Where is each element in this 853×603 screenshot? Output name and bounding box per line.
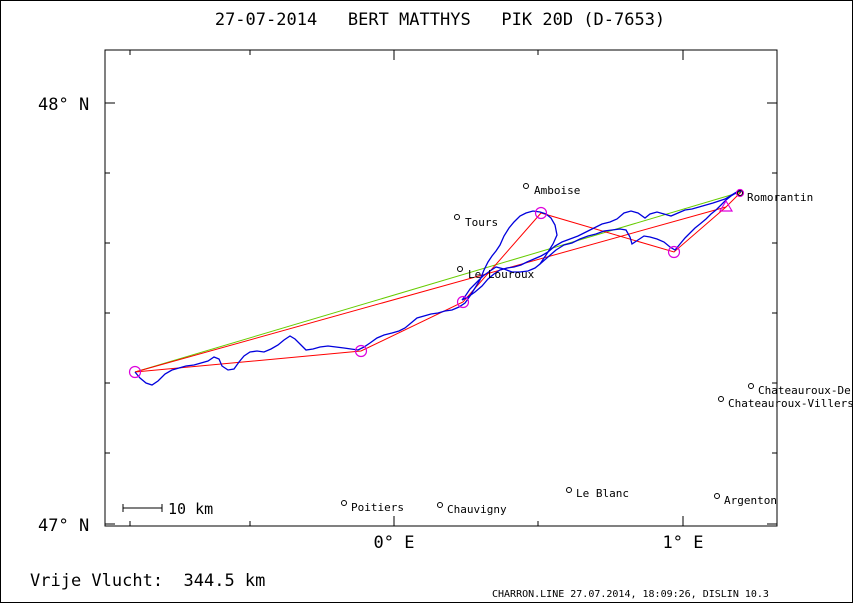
gps-track-lower-leg <box>461 190 742 301</box>
turnpoint-start <box>128 365 142 379</box>
turnpoint-5 <box>667 245 681 259</box>
scale-bar-label: 10 km <box>168 500 213 518</box>
gps-track-middle-leg <box>539 190 740 265</box>
place-label-amboise: Amboise <box>534 184 580 197</box>
place-label-le-louroux: Le Louroux <box>468 268 535 281</box>
turnpoint-4 <box>534 206 548 220</box>
scale-bar <box>122 504 163 512</box>
place-label-chateauroux-de: Chateauroux-De <box>758 384 851 397</box>
place-marker-chauvigny <box>437 502 443 508</box>
distance-text: Vrije Vlucht: 344.5 km <box>30 571 265 591</box>
turnpoints <box>128 188 745 379</box>
place-label-le-blanc: Le Blanc <box>576 487 629 500</box>
lon-label-0: 0° E <box>374 533 415 553</box>
place-label-chateauroux-villers: Chateauroux-Villers <box>728 397 853 410</box>
place-marker-poitiers <box>341 500 347 506</box>
axis-ticks <box>105 50 777 526</box>
place-marker-tours <box>454 214 460 220</box>
turnpoint-finish-triangle <box>718 199 734 212</box>
place-label-tours: Tours <box>465 216 498 229</box>
place-label-romorantin: Romorantin <box>747 191 813 204</box>
task-closing-leg <box>134 206 727 373</box>
gps-track <box>134 210 558 386</box>
plot-area <box>104 49 778 527</box>
place-marker-argenton <box>714 493 720 499</box>
footer-text: CHARRON.LINE 27.07.2014, 18:09:26, DISLI… <box>492 589 769 600</box>
place-label-chauvigny: Chauvigny <box>447 503 507 516</box>
place-marker-le-blanc <box>566 487 572 493</box>
turnpoint-2 <box>354 344 368 358</box>
place-label-poitiers: Poitiers <box>351 501 404 514</box>
place-marker-amboise <box>523 183 529 189</box>
turnpoint-end <box>735 188 745 198</box>
lon-label-1: 1° E <box>663 533 704 553</box>
place-marker-le-louroux <box>457 266 463 272</box>
place-label-argenton: Argenton <box>724 494 777 507</box>
lat-label-47: 47° N <box>38 516 89 536</box>
map-title: 27-07-2014 BERT MATTHYS PIK 20D (D-7653) <box>215 10 665 30</box>
place-marker-chateauroux-de <box>748 383 754 389</box>
straight-line <box>134 191 742 373</box>
place-marker-chateauroux-villers <box>718 396 724 402</box>
place-marker-romorantin <box>737 190 743 196</box>
lat-label-48: 48° N <box>38 95 89 115</box>
turnpoint-3 <box>456 295 470 309</box>
place-markers <box>341 183 754 508</box>
